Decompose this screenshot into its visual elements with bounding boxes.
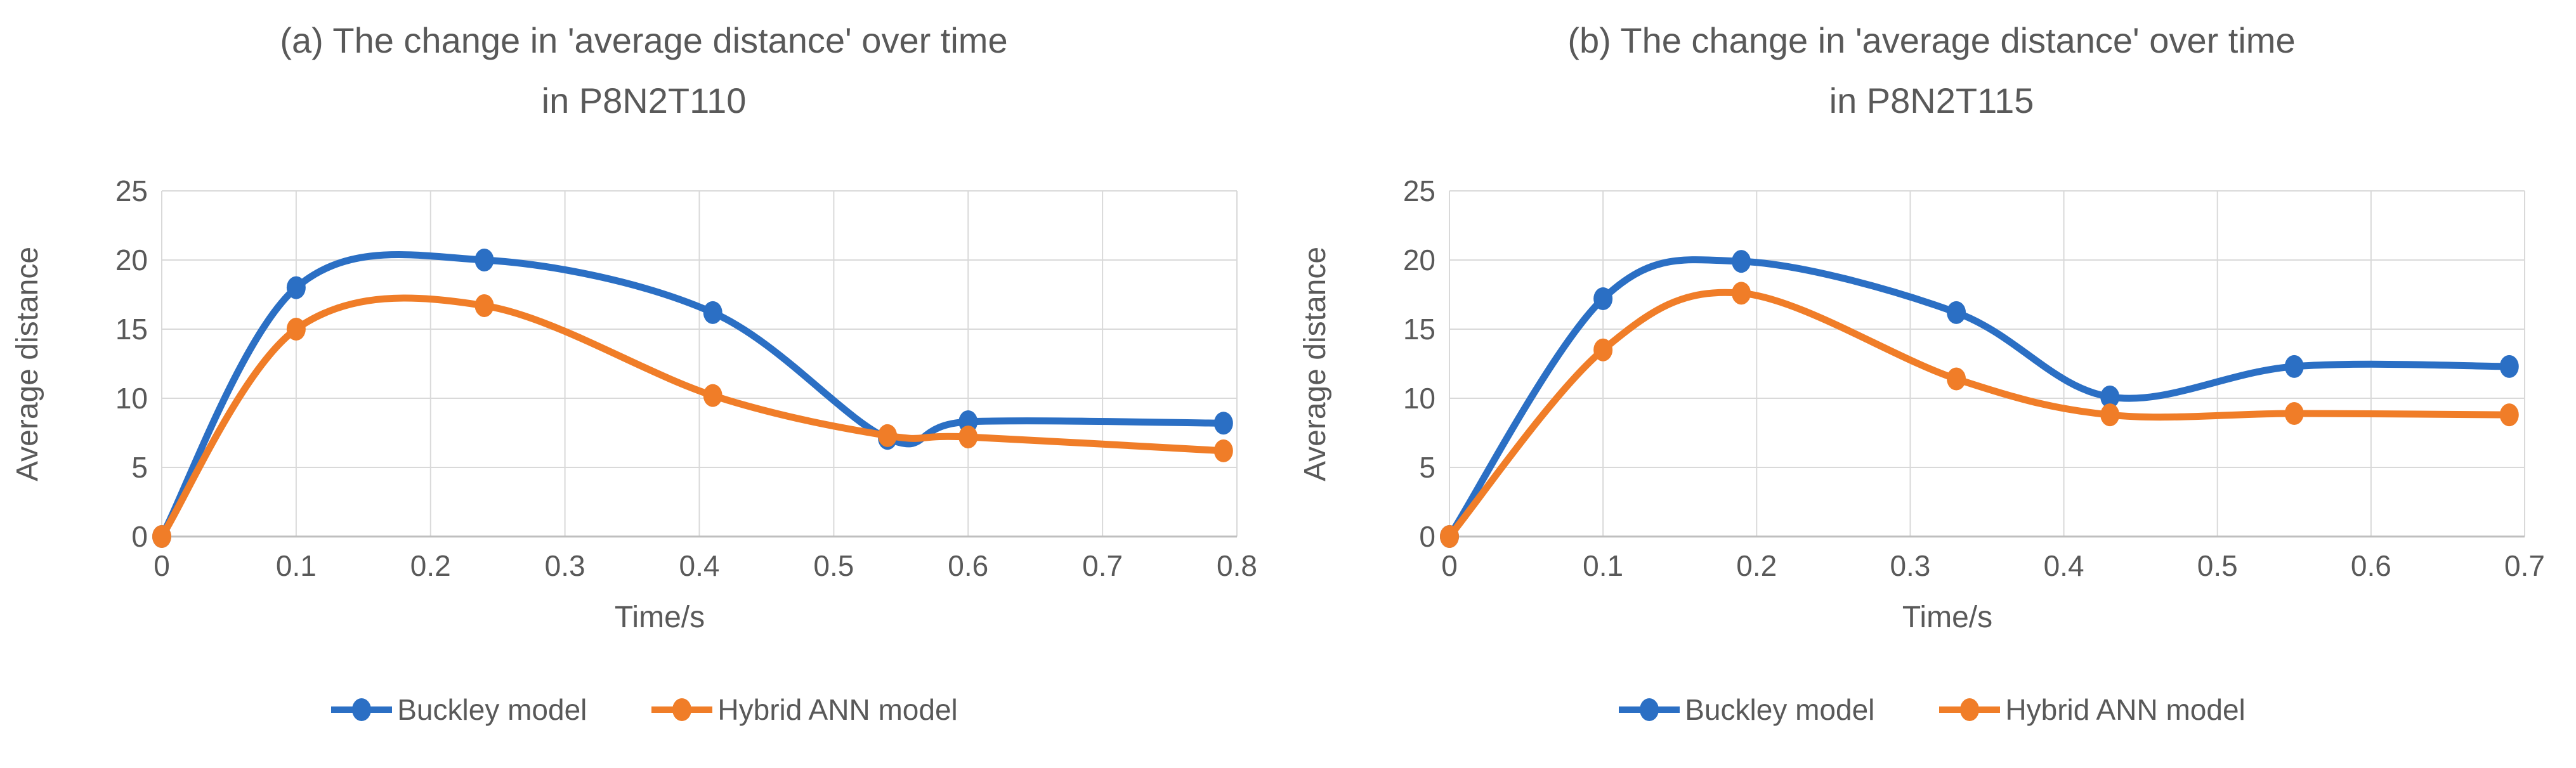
chart-area-b: Average distance 0 5 10 15 20 25 0 0.1 0.2 0.3 0.4… [1288, 169, 2575, 600]
legend-b: Buckley model Hybrid ANN model [1288, 693, 2575, 727]
x-tick-label: 0.4 [2044, 549, 2084, 582]
chart-title-a: (a) The change in 'average distance' ove… [0, 10, 1288, 131]
x-tick-label: 0.1 [1583, 549, 1623, 582]
data-point-marker [2284, 401, 2304, 425]
y-tick-label: 5 [131, 451, 148, 484]
data-point-marker [1440, 525, 1459, 548]
x-tick-label: 0.8 [1217, 549, 1257, 582]
buckley-series-marker-icon [1619, 698, 1680, 721]
chart-title-line1: (a) The change in 'average distance' ove… [280, 20, 1008, 60]
y-axis-title: Average distance [11, 246, 44, 481]
chart-title-b: (b) The change in 'average distance' ove… [1288, 10, 2575, 131]
chart-panel-a: (a) The change in 'average distance' ove… [0, 10, 1288, 727]
x-tick-label: 0.7 [2504, 549, 2545, 582]
x-tick-label: 0.5 [2197, 549, 2238, 582]
data-point-marker [1593, 338, 1613, 361]
data-point-marker [1947, 367, 1966, 391]
y-tick-label: 0 [1419, 520, 1435, 553]
x-tick-label: 0.7 [1082, 549, 1123, 582]
data-point-marker [878, 424, 898, 447]
chart-area-a: Average distance 0 5 10 15 20 25 0 0.1 0.2 0.3 0.4… [0, 169, 1288, 600]
data-point-marker [2499, 403, 2519, 427]
data-point-marker [1213, 412, 1233, 435]
chart-title-line2: in P8N2T115 [1829, 81, 2034, 120]
x-tick-label: 0 [154, 549, 170, 582]
data-point-marker [286, 276, 306, 299]
x-tick-label: 0.4 [679, 549, 720, 582]
y-tick-label: 20 [1403, 244, 1435, 277]
chart-title-line2: in P8N2T110 [541, 81, 747, 120]
data-point-marker [474, 294, 494, 317]
data-point-marker [1732, 250, 1751, 273]
x-tick-label: 0.6 [948, 549, 988, 582]
data-point-marker [286, 318, 306, 341]
data-point-marker [152, 525, 171, 548]
legend-label-buckley-model: Buckley model [1685, 693, 1875, 726]
legend-a: Buckley model Hybrid ANN model [0, 693, 1288, 727]
legend-label-hybrid-ann-model: Hybrid ANN model [2005, 693, 2246, 726]
x-tick-label: 0.2 [1736, 549, 1777, 582]
y-tick-label: 0 [131, 520, 148, 553]
chart-panel-b: (b) The change in 'average distance' ove… [1288, 0, 2575, 768]
x-axis-title: Time/s [614, 601, 705, 634]
data-point-marker [474, 249, 494, 271]
chart-title-line1: (b) The change in 'average distance' ove… [1567, 20, 2296, 60]
series-line-hybrid-ann-model [158, 294, 1227, 540]
y-tick-label: 5 [1419, 451, 1435, 484]
legend-item-buckley-model: Buckley model [1618, 693, 1874, 727]
x-tick-label: 0.6 [2351, 549, 2391, 582]
data-point-marker [1947, 301, 1966, 324]
y-tick-label: 25 [1403, 174, 1435, 207]
data-point-marker [703, 384, 722, 407]
x-tick-label: 0.2 [410, 549, 451, 582]
x-tick-label: 0.1 [276, 549, 317, 582]
data-point-marker [2100, 403, 2120, 427]
y-tick-label: 20 [115, 244, 148, 277]
data-point-marker [958, 426, 978, 449]
series-line-buckley-model [158, 251, 1227, 540]
y-axis-title: Average distance [1298, 246, 1332, 481]
hybrid-ann-series-marker-icon [651, 698, 713, 721]
y-tick-label: 15 [1403, 313, 1435, 346]
data-point-marker [2284, 355, 2304, 378]
x-tick-label: 0.5 [813, 549, 854, 582]
legend-item-hybrid-ann-model: Hybrid ANN model [650, 693, 958, 727]
x-tick-label: 0 [1441, 549, 1458, 582]
x-tick-label: 0.3 [1890, 549, 1930, 582]
y-tick-label: 15 [115, 313, 148, 346]
data-point-marker [1213, 439, 1233, 462]
plot-area-b: 0 5 10 15 20 25 0 0.1 0.2 0.3 0.4 0.5 0.6 0.7 [1403, 174, 2545, 582]
legend-label-hybrid-ann-model: Hybrid ANN model [717, 693, 958, 726]
data-point-marker [703, 301, 722, 324]
buckley-series-marker-icon [331, 698, 393, 721]
data-point-marker [1593, 287, 1613, 311]
y-tick-label: 25 [115, 174, 148, 207]
hybrid-ann-series-marker-icon [1939, 698, 2001, 721]
plot-area-a: 0 5 10 15 20 25 0 0.1 0.2 0.3 0.4 0.5 0.6 0.7 0.8 [115, 174, 1257, 582]
data-point-marker [2499, 355, 2519, 378]
data-point-marker [1732, 282, 1751, 305]
legend-item-buckley-model: Buckley model [330, 693, 587, 727]
data-point-marker [2100, 385, 2120, 408]
y-tick-label: 10 [115, 382, 148, 415]
legend-label-buckley-model: Buckley model [397, 693, 587, 726]
x-axis-title: Time/s [1902, 601, 1993, 634]
y-tick-label: 10 [1403, 382, 1435, 415]
x-tick-label: 0.3 [545, 549, 585, 582]
legend-item-hybrid-ann-model: Hybrid ANN model [1938, 693, 2246, 727]
